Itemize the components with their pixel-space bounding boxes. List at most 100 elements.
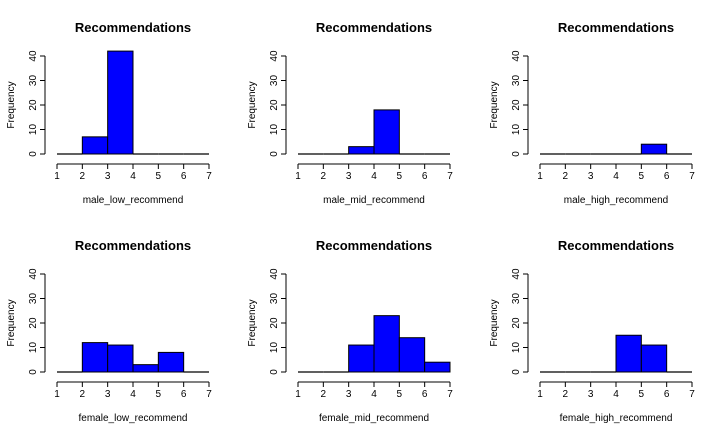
y-tick-label: 40 [511,268,522,280]
y-axis-label: Frequency [6,299,17,346]
x-tick-label: 6 [664,389,670,400]
histogram-bar [373,315,400,373]
x-tick-label: 7 [447,389,453,400]
x-tick-label: 2 [80,171,86,182]
x-tick-label: 5 [156,389,162,400]
histogram-panel-3: Recommendations male_high_recommend Freque… [489,20,695,206]
x-tick-label: 1 [54,171,60,182]
y-axis-label: Frequency [489,81,500,128]
histogram-panel-5: Recommendations female_mid_recommend Frequ… [247,238,453,424]
y-tick-label: 30 [511,75,522,87]
y-axis-label: Frequency [489,299,500,346]
y-tick-label: 40 [269,50,280,62]
y-tick-label: 10 [269,124,280,136]
histogram-bar [348,146,375,155]
x-tick-label: 7 [689,389,695,400]
x-tick-label: 6 [181,389,187,400]
histogram-bar [81,136,109,155]
x-tick-label: 5 [397,389,403,400]
x-tick-label: 2 [563,171,569,182]
histogram-bar [81,342,109,373]
chart-title: Recommendations [316,238,432,253]
histogram-bar [157,351,185,373]
chart-title: Recommendations [558,238,674,253]
x-tick-label: 1 [537,171,543,182]
histogram-panel-2: Recommendations male_mid_recommend Frequen… [247,20,453,206]
x-tick-label: 4 [130,389,136,400]
x-tick-label: 1 [295,171,301,182]
x-axis-label: female_mid_recommend [319,413,429,424]
y-tick-label: 20 [269,317,280,329]
x-tick-label: 6 [422,389,428,400]
histogram-panel-1: Recommendations male_low_recommend Frequen… [6,20,212,206]
y-tick-label: 30 [269,293,280,305]
y-tick-label: 40 [269,268,280,280]
y-axis-label: Frequency [247,299,258,346]
chart-title: Recommendations [75,20,191,35]
y-axis-label: Frequency [6,81,17,128]
histogram-bar [373,109,400,155]
histogram-bar [107,344,134,373]
y-tick-label: 0 [28,151,39,157]
x-tick-label: 4 [371,389,377,400]
x-tick-label: 3 [346,389,352,400]
y-tick-label: 0 [269,151,280,157]
y-tick-label: 30 [511,293,522,305]
x-tick-label: 3 [105,389,111,400]
x-tick-label: 7 [206,171,212,182]
histogram-bar [640,143,668,155]
x-tick-label: 6 [664,171,670,182]
histogram-bar [348,344,375,373]
x-tick-label: 4 [371,171,377,182]
x-tick-label: 6 [422,171,428,182]
y-tick-label: 40 [511,50,522,62]
x-tick-label: 4 [130,171,136,182]
chart-title: Recommendations [558,20,674,35]
y-tick-label: 20 [28,99,39,111]
x-tick-label: 5 [639,389,645,400]
y-axis-label: Frequency [247,81,258,128]
chart-title: Recommendations [75,238,191,253]
y-tick-label: 30 [28,293,39,305]
x-tick-label: 7 [447,171,453,182]
histogram-bar [640,344,668,373]
y-tick-label: 0 [511,369,522,375]
x-tick-label: 6 [181,171,187,182]
histogram-bar [615,334,642,373]
y-tick-label: 10 [511,342,522,354]
x-tick-label: 7 [206,389,212,400]
y-tick-label: 0 [28,369,39,375]
y-tick-label: 20 [28,317,39,329]
x-tick-label: 5 [156,171,162,182]
x-tick-label: 4 [613,171,619,182]
x-axis-label: male_mid_recommend [323,195,425,206]
y-tick-label: 20 [269,99,280,111]
y-tick-label: 20 [511,317,522,329]
y-tick-label: 20 [511,99,522,111]
histogram-bar [107,50,134,155]
y-tick-label: 40 [28,50,39,62]
x-tick-label: 3 [588,171,594,182]
y-tick-label: 30 [28,75,39,87]
x-tick-label: 4 [613,389,619,400]
x-tick-label: 3 [346,171,352,182]
x-axis-label: female_high_recommend [560,413,673,424]
x-tick-label: 1 [537,389,543,400]
x-tick-label: 5 [397,171,403,182]
x-tick-label: 1 [54,389,60,400]
histogram-panel-4: Recommendations female_low_recommend Frequ… [6,238,212,424]
x-tick-label: 3 [105,171,111,182]
y-tick-label: 10 [269,342,280,354]
y-tick-label: 30 [269,75,280,87]
x-tick-label: 3 [588,389,594,400]
x-tick-label: 2 [80,389,86,400]
x-tick-label: 1 [295,389,301,400]
chart-title: Recommendations [316,20,432,35]
x-tick-label: 5 [639,171,645,182]
histogram-bar [132,364,159,373]
x-axis-label: male_low_recommend [83,195,184,206]
x-tick-label: 2 [563,389,569,400]
histogram-panel-6: Recommendations female_high_recommend Freq… [489,238,695,424]
y-tick-label: 10 [28,124,39,136]
